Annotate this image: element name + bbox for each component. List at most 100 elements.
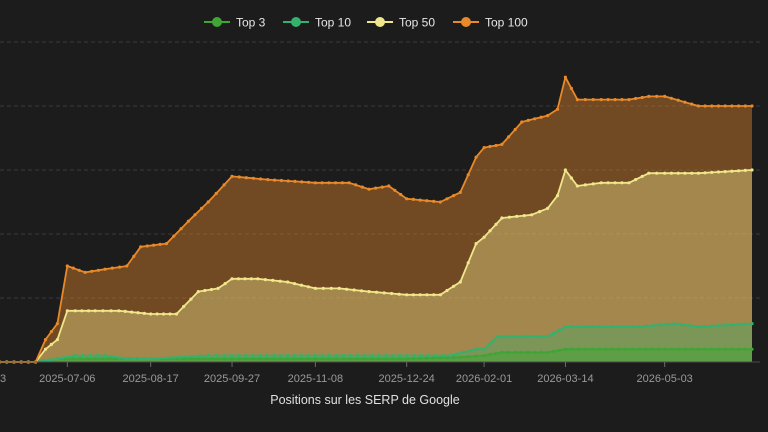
point-top-100 [640,95,644,100]
point-top-3 [320,357,324,361]
point-top-10 [149,357,153,361]
point-top-3 [362,357,367,361]
point-top-50 [142,311,146,315]
point-top-10 [680,323,685,327]
point-top-50 [647,171,651,175]
point-top-50 [278,279,282,283]
point-top-50 [494,222,498,226]
point-top-50 [438,293,442,297]
point-top-50 [690,171,694,175]
point-top-3 [637,347,641,351]
point-top-100 [520,120,524,124]
legend-item-top-10[interactable]: Top 10 [283,16,351,30]
point-top-50 [500,216,504,220]
point-top-10 [272,354,276,358]
point-top-100 [723,104,727,108]
chart-legend[interactable]: Top 3 Top 10 Top 50 Top 100 [204,16,528,30]
point-top-50 [352,288,356,292]
point-top-100 [193,213,197,217]
point-top-50 [101,309,105,313]
legend-label: Top 50 [399,16,435,30]
point-top-10 [510,334,514,338]
point-top-10 [163,356,167,360]
point-top-50 [313,286,317,290]
point-top-3 [418,356,422,360]
point-top-10 [546,334,550,338]
point-top-50 [73,309,77,313]
point-top-50 [49,342,54,346]
point-top-10 [637,325,641,329]
point-top-100 [172,234,176,238]
point-top-3 [341,357,346,361]
point-top-100 [118,265,122,269]
point-top-100 [546,114,550,118]
point-top-100 [445,197,449,201]
point-top-100 [418,198,422,202]
point-top-100 [103,267,107,271]
point-top-100 [696,104,701,108]
point-top-10 [688,324,693,328]
point-top-3 [355,357,360,361]
point-top-10 [617,325,621,329]
point-top-3 [334,357,339,361]
point-top-3 [384,357,388,361]
point-top-3 [183,357,187,361]
point-top-100 [90,269,94,273]
point-top-100 [179,227,183,231]
point-top-10 [651,323,655,328]
area-top-100 [0,77,752,362]
point-top-3 [272,357,276,361]
point-top-100 [539,115,543,119]
point-top-100 [513,127,517,132]
point-top-10 [177,355,181,359]
legend-label: Top 3 [236,16,266,30]
point-top-50 [750,168,754,172]
point-top-50 [655,171,659,175]
point-top-3 [230,357,234,361]
point-top-3 [650,347,654,351]
point-top-10 [265,354,269,358]
legend-item-top-100[interactable]: Top 100 [453,16,528,30]
point-top-50 [65,309,69,313]
x-axis-title: Positions sur les SERP de Google [270,393,460,407]
point-top-50 [321,286,325,290]
point-top-10 [610,325,614,329]
point-top-50 [306,285,310,289]
point-top-10 [133,357,137,361]
point-top-100 [647,94,651,98]
point-top-100 [613,98,617,102]
point-top-100 [307,180,311,184]
point-top-10 [103,354,107,358]
point-top-10 [531,334,536,338]
point-top-10 [334,354,339,358]
point-top-3 [551,349,556,353]
point-top-10 [313,354,317,358]
point-top-50 [256,277,260,281]
point-top-3 [258,357,262,361]
point-top-100 [466,173,470,177]
area-top-50 [0,170,752,362]
point-top-3 [643,347,648,351]
point-top-100 [399,192,403,197]
point-top-3 [500,350,504,354]
legend-swatch-marker [291,17,301,27]
point-top-100 [606,98,610,102]
point-top-10 [644,324,648,328]
point-top-10 [81,354,85,358]
point-top-3 [391,357,395,361]
point-top-50 [591,182,595,186]
x-tick-label: 2025-11-08 [288,373,343,385]
point-top-100 [703,104,707,108]
point-top-10 [441,354,445,358]
legend-item-top-50[interactable]: Top 50 [367,16,435,30]
point-top-10 [577,325,581,329]
point-top-10 [750,322,754,326]
chart-gridlines [0,41,760,299]
point-top-3 [223,357,227,361]
point-top-50 [117,309,121,313]
point-top-10 [603,325,608,329]
point-top-50 [382,291,386,295]
point-top-3 [474,354,478,358]
point-top-50 [174,312,179,316]
legend-item-top-3[interactable]: Top 3 [204,16,266,30]
